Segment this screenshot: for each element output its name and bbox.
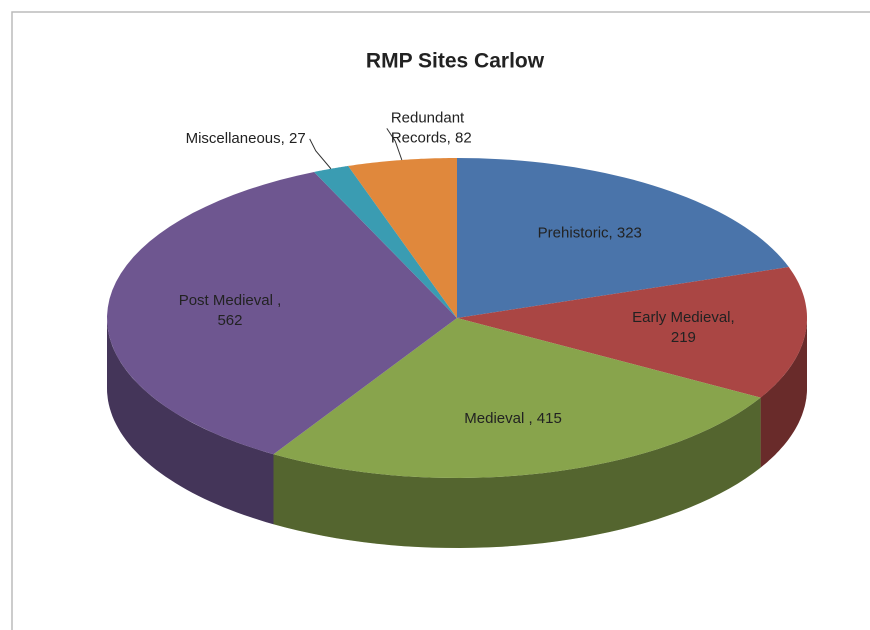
data-label: Prehistoric, 323 bbox=[538, 225, 642, 242]
slice-side bbox=[760, 318, 807, 468]
chart-title: RMP Sites Carlow bbox=[366, 50, 545, 73]
slice-side-shade bbox=[107, 318, 274, 525]
data-label: Medieval , 415 bbox=[464, 410, 562, 427]
slice-side-shade bbox=[760, 318, 807, 468]
slice bbox=[457, 158, 789, 318]
slice bbox=[273, 318, 761, 478]
slice bbox=[457, 267, 807, 398]
data-label: Early Medieval, 219 bbox=[632, 309, 735, 346]
slice-side bbox=[273, 397, 761, 548]
data-label: Miscellaneous, 27 bbox=[186, 130, 306, 147]
slice bbox=[107, 172, 457, 455]
data-label: Post Medieval , 562 bbox=[179, 292, 282, 329]
slice bbox=[348, 158, 457, 318]
data-label: Redundant Records, 82 bbox=[391, 109, 472, 146]
leader-line bbox=[309, 138, 332, 170]
leader-line bbox=[386, 128, 403, 161]
slice bbox=[314, 165, 457, 318]
slice-side-shade bbox=[273, 397, 761, 548]
slice-side bbox=[107, 318, 274, 525]
